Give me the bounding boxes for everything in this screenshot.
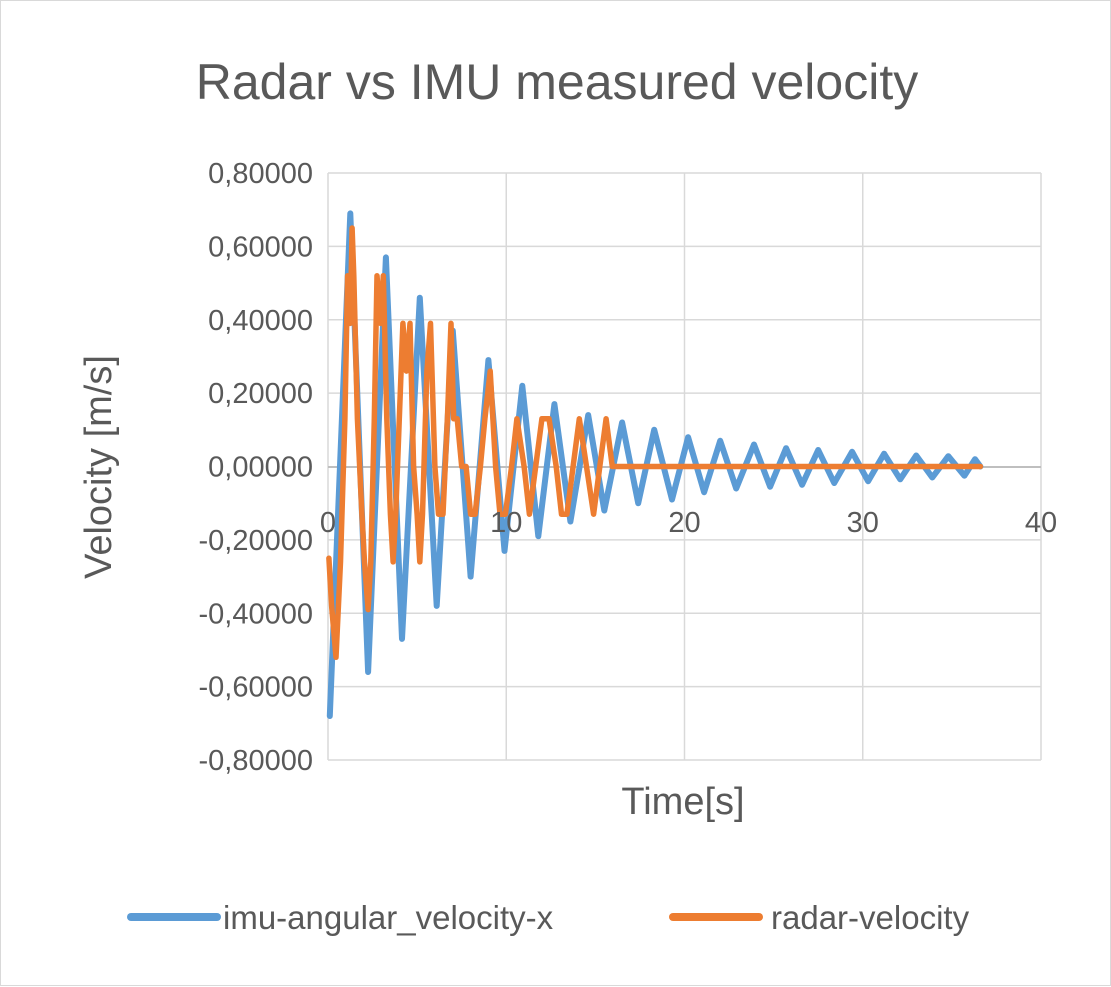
x-axis-title: Time[s] (621, 781, 744, 823)
x-tick-label: 40 (1025, 507, 1057, 539)
series-line-radar (326, 225, 984, 661)
legend: imu-angular_velocity-x radar-velocity (127, 899, 970, 936)
x-tick-label: 30 (847, 507, 879, 539)
tick-labels: 0,80000 0,60000 0,40000 0,20000 0,00000 -0,20… (199, 158, 1058, 777)
x-tick-label: 10 (490, 507, 522, 539)
gridlines (328, 172, 1042, 761)
x-tick-label: 20 (668, 507, 700, 539)
y-tick-label: 0,80000 (208, 158, 313, 190)
y-tick-label: 0,00000 (208, 452, 313, 484)
y-tick-label: -0,20000 (199, 525, 314, 557)
y-tick-label: 0,20000 (208, 378, 313, 410)
y-axis-title: Velocity [m/s] (78, 355, 120, 579)
y-tick-label: 0,60000 (208, 231, 313, 263)
chart-title: Radar vs IMU measured velocity (196, 54, 918, 110)
y-tick-label: -0,60000 (199, 672, 314, 704)
y-tick-label: -0,80000 (199, 745, 314, 777)
series-layer (326, 210, 984, 719)
x-tick-label: 0 (320, 507, 336, 539)
legend-label: imu-angular_velocity-x (223, 899, 554, 936)
legend-label: radar-velocity (771, 899, 970, 936)
y-tick-label: -0,40000 (199, 598, 314, 630)
y-tick-label: 0,40000 (208, 305, 313, 337)
